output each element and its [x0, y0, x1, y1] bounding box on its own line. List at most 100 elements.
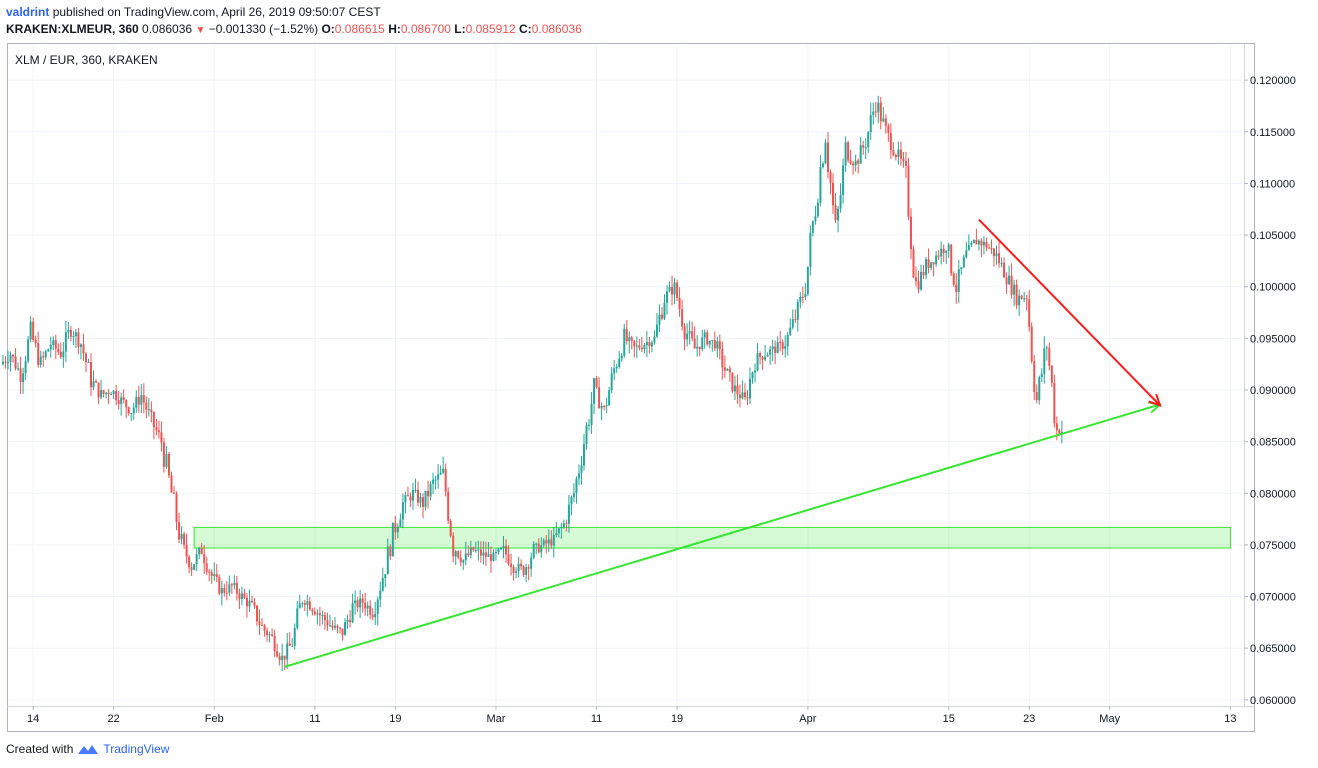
candle-body-down	[42, 356, 45, 358]
candle-body-down	[937, 255, 940, 257]
candle-body-down	[565, 523, 568, 525]
candle-body-down	[84, 353, 87, 363]
close-value: 0.086036	[531, 22, 582, 36]
candle-body-down	[829, 171, 832, 183]
candle-body-down	[718, 341, 721, 349]
candle-body-up	[977, 240, 980, 245]
candle-body-down	[336, 625, 339, 628]
candle-body-down	[82, 344, 85, 354]
candle-body-up	[366, 605, 369, 609]
candle-body-down	[736, 385, 739, 395]
candle-body-up	[354, 600, 357, 604]
candle-body-up	[645, 342, 648, 346]
candle-body-up	[643, 345, 646, 350]
candle-body-down	[258, 621, 261, 625]
candle-body-down	[907, 165, 910, 217]
candle-body-down	[142, 395, 145, 403]
candle-body-down	[693, 338, 696, 349]
candle-body-up	[688, 331, 691, 334]
candle-body-down	[598, 387, 601, 409]
x-tick-label: 15	[943, 713, 955, 725]
candle-body-up	[995, 253, 998, 257]
candle-body-down	[389, 546, 392, 557]
candle-body-up	[650, 342, 653, 347]
candle-body-up	[130, 413, 133, 415]
candle-body-down	[318, 613, 321, 616]
candle-body-down	[160, 432, 163, 443]
support-trendline[interactable]	[284, 403, 1161, 668]
candle-body-down	[510, 563, 513, 568]
candle-body-down	[175, 493, 178, 523]
candle-body-down	[879, 102, 882, 122]
candle-body-up	[47, 349, 50, 352]
candle-body-down	[444, 468, 447, 492]
candle-body-up	[764, 356, 767, 360]
candle-body-up	[655, 324, 658, 337]
candle-body-up	[663, 302, 666, 319]
candle-body-down	[723, 367, 726, 371]
candle-body-up	[105, 392, 108, 394]
candle-body-up	[411, 489, 414, 501]
publish-line: valdrint published on TradingView.com, A…	[6, 4, 381, 20]
candle-body-down	[14, 356, 17, 369]
candle-body-down	[899, 149, 902, 159]
candle-body-up	[615, 366, 618, 369]
candle-body-up	[535, 543, 538, 545]
candle-body-up	[542, 540, 545, 546]
candle-body-up	[301, 603, 304, 605]
candle-body-down	[155, 427, 158, 431]
candle-body-up	[726, 368, 729, 371]
candle-body-up	[442, 468, 445, 473]
candle-body-down	[472, 547, 475, 551]
candle-body-up	[72, 336, 75, 338]
candle-body-down	[256, 605, 259, 622]
candle-body-down	[1020, 295, 1023, 299]
candle-body-down	[985, 241, 988, 248]
candle-body-up	[464, 553, 467, 561]
candle-body-up	[374, 613, 377, 618]
candle-body-up	[741, 392, 744, 399]
candle-body-up	[532, 543, 535, 558]
candle-body-up	[804, 294, 807, 298]
candle-body-down	[862, 145, 865, 148]
candle-body-up	[228, 584, 231, 593]
candle-body-up	[593, 378, 596, 404]
candle-body-up	[572, 493, 575, 498]
candle-body-down	[283, 655, 286, 660]
candle-body-up	[346, 619, 349, 623]
candle-body-down	[545, 540, 548, 544]
candle-body-down	[178, 522, 181, 540]
candle-body-down	[779, 342, 782, 344]
candle-body-up	[945, 250, 948, 253]
candle-body-up	[811, 221, 814, 233]
resistance-trendline[interactable]	[978, 218, 1161, 407]
candle-body-up	[749, 378, 752, 399]
candle-body-down	[713, 340, 716, 349]
candle-body-up	[87, 361, 90, 363]
candle-body-down	[356, 600, 359, 608]
y-tick-label: 0.100000	[1250, 282, 1296, 294]
candle-body-down	[1050, 365, 1053, 383]
trendlines[interactable]	[284, 218, 1163, 668]
x-tick-label: 13	[1224, 713, 1236, 725]
candle-body-down	[467, 553, 470, 556]
candle-body-up	[525, 567, 528, 575]
close-label: C:	[519, 22, 532, 36]
chart-panel[interactable]	[7, 43, 1255, 732]
candle-body-up	[982, 241, 985, 246]
candle-body-down	[323, 614, 326, 621]
y-axis-separator	[1244, 43, 1245, 706]
candle-body-up	[454, 551, 457, 557]
candle-body-up	[29, 321, 32, 340]
y-tick-label: 0.095000	[1250, 333, 1296, 345]
candle-body-up	[821, 163, 824, 168]
candle-body-down	[167, 454, 170, 476]
candle-body-up	[213, 574, 216, 577]
author-link[interactable]: valdrint	[6, 5, 50, 19]
tradingview-brand[interactable]: TradingView	[103, 742, 170, 756]
candle-body-down	[955, 284, 958, 292]
candle-body-up	[517, 563, 520, 572]
candle-body-up	[972, 239, 975, 244]
candle-body-down	[1033, 361, 1036, 392]
